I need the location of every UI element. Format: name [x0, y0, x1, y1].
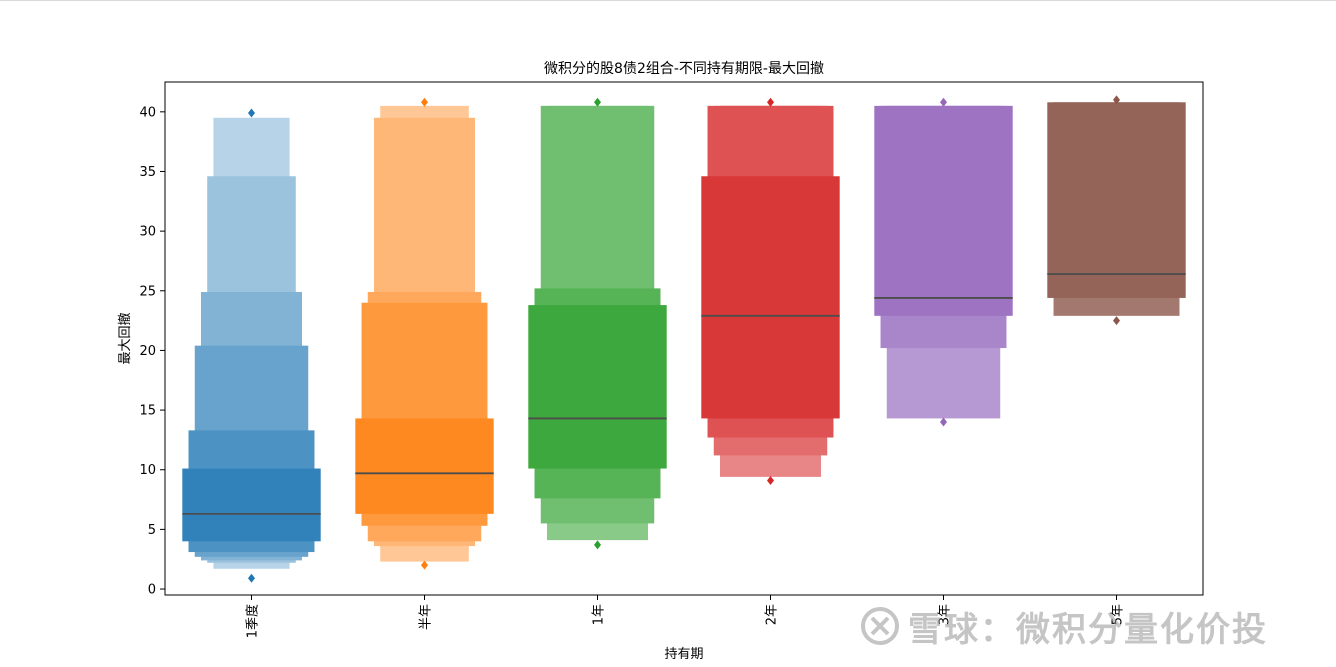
outlier-point: [767, 97, 774, 107]
box-level-1: [528, 305, 667, 469]
x-tick-label: 1年: [592, 604, 607, 625]
y-tick-label: 20: [139, 344, 156, 359]
outlier-point: [421, 97, 428, 107]
y-tick-label: 30: [139, 225, 156, 240]
watermark-text: 雪球：微积分量化价投: [908, 609, 1268, 650]
outlier-point: [1113, 95, 1120, 105]
outlier-point: [1113, 316, 1120, 326]
chart-title: 微积分的股8债2组合-不同持有期限-最大回撤: [544, 61, 824, 77]
box-level-1: [701, 176, 840, 419]
box-level-1: [874, 105, 1013, 316]
series-2年: [701, 97, 840, 485]
y-tick-label: 10: [139, 463, 156, 478]
outlier-point: [421, 560, 428, 570]
series-1年: [528, 97, 667, 550]
series-1季度: [182, 108, 321, 583]
plot-frame: [164, 81, 1204, 596]
x-axis-ticks: 1季度 半年 1年 2年 3年 5年: [245, 595, 1126, 638]
y-tick-label: 25: [139, 284, 156, 299]
y-axis-label: 最大回撤: [117, 312, 133, 364]
outlier-point: [940, 417, 947, 427]
y-tick-label: 0: [148, 583, 156, 598]
x-tick-label: 1季度: [245, 604, 261, 638]
x-tick-label: 2年: [765, 604, 780, 625]
top-border-line: [0, 0, 1336, 1]
x-tick-label: 半年: [419, 604, 434, 630]
series-半年: [355, 97, 494, 570]
outlier-point: [767, 475, 774, 485]
y-axis-ticks: 0 5 10 15 20 25 30 35 40: [139, 105, 165, 598]
outlier-point: [594, 540, 601, 550]
y-tick-label: 40: [139, 105, 156, 120]
series-3年: [874, 97, 1013, 427]
box-level-1: [1047, 102, 1186, 298]
x-tick-label: 5年: [1111, 604, 1126, 625]
xueqiu-logo-icon: [861, 607, 899, 645]
watermark: 雪球：微积分量化价投: [860, 600, 1268, 652]
y-tick-label: 5: [148, 523, 156, 538]
box-level-1: [182, 468, 321, 542]
x-axis-label: 持有期: [664, 647, 703, 662]
outlier-point: [248, 108, 255, 118]
series-5年: [1047, 95, 1186, 326]
outlier-point: [940, 97, 947, 107]
outlier-point: [594, 97, 601, 107]
outlier-point: [248, 573, 255, 583]
y-tick-label: 35: [139, 165, 156, 180]
box-level-1: [355, 418, 494, 514]
x-tick-label: 3年: [938, 604, 953, 625]
y-tick-label: 15: [139, 404, 156, 419]
plot-marks: [182, 95, 1186, 583]
